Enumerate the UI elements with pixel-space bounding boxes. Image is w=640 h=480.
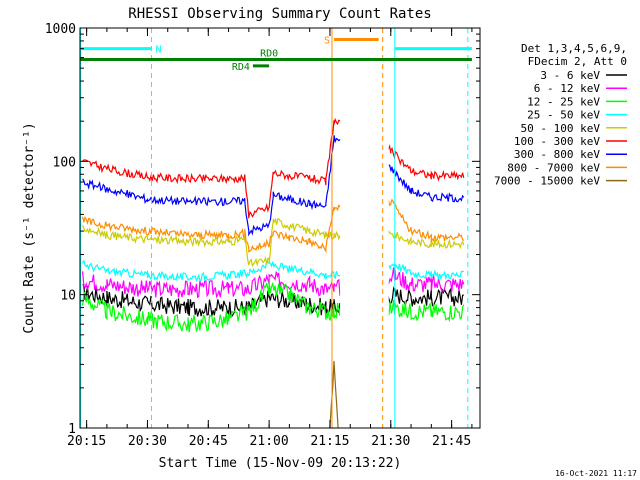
legend-header-2: FDecim 2, Att 0: [528, 55, 627, 68]
flag-label-n: N: [156, 45, 162, 56]
legend-label-5: 50 - 100 keV: [521, 122, 601, 135]
legend-label-2: 6 - 12 keV: [534, 82, 601, 95]
series-line-9: [329, 360, 339, 429]
chart-title: RHESSI Observing Summary Count Rates: [128, 6, 431, 22]
legend-header-1: Det 1,3,4,5,6,9,: [521, 42, 627, 55]
x-tick-label-4: 21:00: [250, 434, 289, 449]
legend-label-1: 3 - 6 keV: [540, 69, 600, 82]
x-axis: 20:15 20:30 20:45 21:00 21:15 21:30 21:45: [67, 28, 473, 449]
series-line-8: [82, 197, 465, 254]
y-tick-label-1: 1: [68, 422, 76, 437]
series-line-4: [82, 259, 464, 282]
y-tick-label-3: 100: [53, 155, 76, 170]
series-line-6: [82, 117, 465, 219]
x-tick-label-7: 21:45: [432, 434, 471, 449]
legend-label-6: 100 - 300 keV: [514, 135, 600, 148]
x-tick-label-3: 20:45: [189, 434, 228, 449]
series-layer: [82, 29, 465, 429]
flag-label-rd0: RD0: [260, 49, 278, 60]
y-tick-label-4: 1000: [45, 22, 76, 37]
flag-label-rd4: RD4: [232, 62, 250, 73]
x-tick-label-1: 20:15: [67, 434, 106, 449]
x-tick-label-5: 21:15: [310, 434, 349, 449]
annotation-layer: N S RD0 RD4: [80, 28, 472, 428]
x-tick-label-6: 21:30: [371, 434, 410, 449]
data-gap-mask: [340, 29, 389, 427]
legend: Det 1,3,4,5,6,9,FDecim 2, Att 03 - 6 keV…: [494, 42, 627, 188]
y-axis-label: Count Rate (s⁻¹ detector⁻¹): [22, 122, 37, 333]
series-line-2: [82, 267, 465, 299]
legend-label-7: 300 - 800 keV: [514, 148, 600, 161]
flag-label-s: S: [324, 35, 330, 46]
legend-label-9: 7000 - 15000 keV: [494, 175, 600, 188]
footer-date: 16-Oct-2021 11:17: [555, 469, 637, 478]
series-line-5: [82, 217, 465, 268]
x-tick-label-2: 20:30: [128, 434, 167, 449]
legend-label-4: 25 - 50 keV: [527, 109, 600, 122]
series-line-3: [82, 281, 465, 333]
y-axis: 1 10 100 1000: [45, 22, 480, 437]
plot-frame: [79, 27, 481, 429]
legend-label-8: 800 - 7000 keV: [507, 161, 600, 174]
y-tick-label-2: 10: [60, 289, 76, 304]
legend-label-3: 12 - 25 keV: [527, 95, 600, 108]
series-line-7: [82, 135, 465, 237]
series-line-1: [82, 283, 464, 317]
x-axis-label: Start Time (15-Nov-09 20:13:22): [159, 456, 402, 471]
